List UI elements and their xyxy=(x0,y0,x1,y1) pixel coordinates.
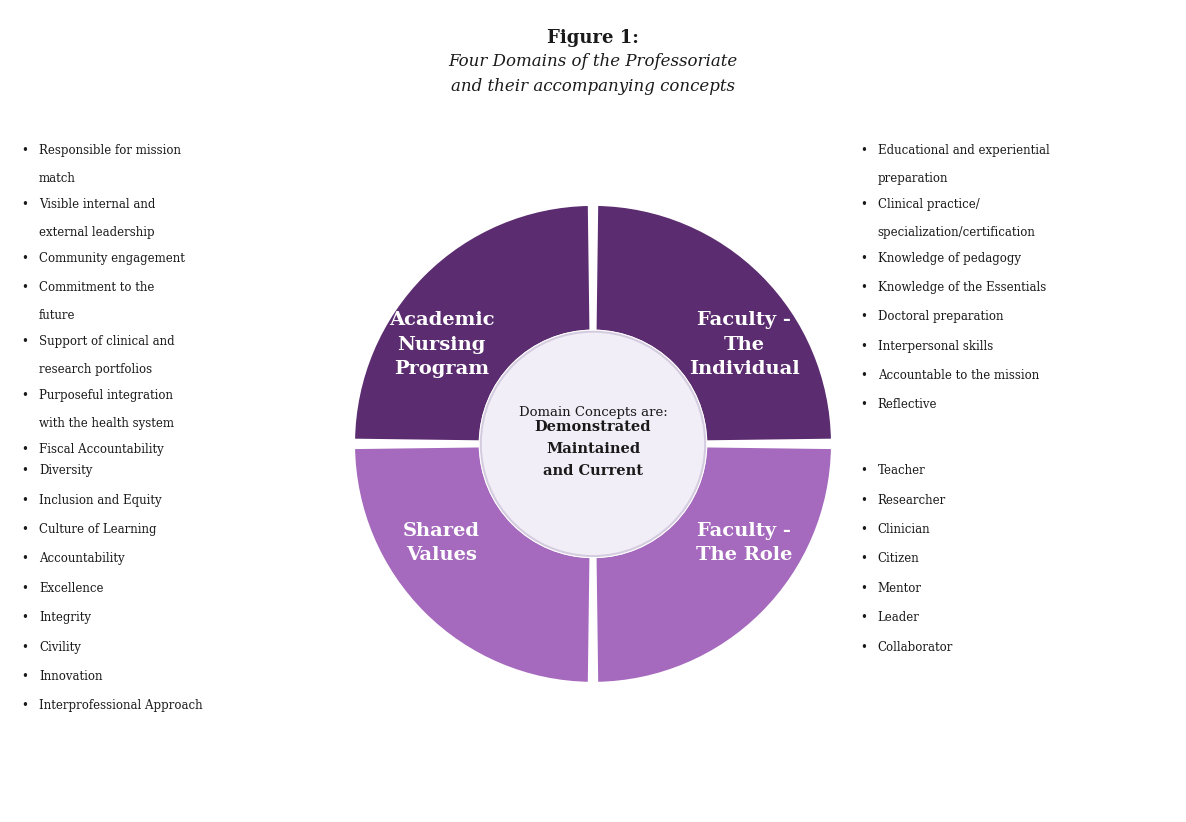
Text: Domain Concepts are:: Domain Concepts are: xyxy=(518,406,668,419)
Text: Demonstrated
Maintained
and Current: Demonstrated Maintained and Current xyxy=(535,420,651,478)
Text: •: • xyxy=(21,523,28,536)
Text: Support of clinical and: Support of clinical and xyxy=(39,335,174,348)
Text: Interpersonal skills: Interpersonal skills xyxy=(878,339,993,353)
Text: Reflective: Reflective xyxy=(878,399,937,412)
Text: Clinician: Clinician xyxy=(878,523,930,536)
Text: specialization/certification: specialization/certification xyxy=(878,226,1035,238)
Text: Accountability: Accountability xyxy=(39,552,125,566)
Text: Interprofessional Approach: Interprofessional Approach xyxy=(39,700,203,712)
Text: •: • xyxy=(21,335,28,348)
Text: •: • xyxy=(21,494,28,507)
Text: •: • xyxy=(860,464,867,478)
Text: Academic
Nursing
Program: Academic Nursing Program xyxy=(389,312,495,378)
Text: Citizen: Citizen xyxy=(878,552,919,566)
Wedge shape xyxy=(353,446,592,684)
Text: Knowledge of the Essentials: Knowledge of the Essentials xyxy=(878,281,1046,294)
Wedge shape xyxy=(594,204,833,442)
Text: •: • xyxy=(21,464,28,478)
Circle shape xyxy=(480,332,706,556)
Text: Teacher: Teacher xyxy=(878,464,925,478)
Text: Fiscal Accountability: Fiscal Accountability xyxy=(39,443,164,456)
Text: Innovation: Innovation xyxy=(39,670,103,683)
Text: Shared
Values: Shared Values xyxy=(403,522,480,564)
Text: Visible internal and: Visible internal and xyxy=(39,198,155,210)
Text: •: • xyxy=(860,339,867,353)
Text: Culture of Learning: Culture of Learning xyxy=(39,523,157,536)
Wedge shape xyxy=(353,204,592,442)
Text: Clinical practice/: Clinical practice/ xyxy=(878,198,980,210)
Text: Responsible for mission: Responsible for mission xyxy=(39,144,181,157)
Text: •: • xyxy=(860,552,867,566)
Text: Figure 1:: Figure 1: xyxy=(547,29,639,47)
Text: •: • xyxy=(860,144,867,157)
Text: •: • xyxy=(860,640,867,653)
Text: •: • xyxy=(21,670,28,683)
Text: •: • xyxy=(21,252,28,265)
Text: with the health system: with the health system xyxy=(39,417,174,430)
Wedge shape xyxy=(594,446,833,684)
Text: Educational and experiential: Educational and experiential xyxy=(878,144,1050,157)
Circle shape xyxy=(479,330,707,557)
Text: •: • xyxy=(860,281,867,294)
Text: •: • xyxy=(860,198,867,210)
Text: external leadership: external leadership xyxy=(39,226,154,238)
Text: and their accompanying concepts: and their accompanying concepts xyxy=(451,78,735,95)
Text: Doctoral preparation: Doctoral preparation xyxy=(878,311,1003,323)
Text: Inclusion and Equity: Inclusion and Equity xyxy=(39,494,161,507)
Text: Integrity: Integrity xyxy=(39,611,91,624)
Text: •: • xyxy=(860,369,867,382)
Text: •: • xyxy=(860,399,867,412)
Text: Commitment to the: Commitment to the xyxy=(39,281,154,294)
Text: •: • xyxy=(860,582,867,595)
Text: •: • xyxy=(21,640,28,653)
Text: Civility: Civility xyxy=(39,640,81,653)
Text: Four Domains of the Professoriate: Four Domains of the Professoriate xyxy=(448,53,738,71)
Text: Diversity: Diversity xyxy=(39,464,93,478)
Text: •: • xyxy=(860,523,867,536)
Text: •: • xyxy=(21,552,28,566)
Text: •: • xyxy=(21,582,28,595)
Text: research portfolios: research portfolios xyxy=(39,363,152,376)
Text: •: • xyxy=(21,443,28,456)
Text: •: • xyxy=(21,700,28,712)
Text: match: match xyxy=(39,172,76,185)
Text: •: • xyxy=(860,611,867,624)
Text: Excellence: Excellence xyxy=(39,582,103,595)
Text: Accountable to the mission: Accountable to the mission xyxy=(878,369,1039,382)
Text: •: • xyxy=(21,198,28,210)
Text: future: future xyxy=(39,309,76,322)
Text: •: • xyxy=(21,389,28,402)
Text: •: • xyxy=(860,494,867,507)
Text: Researcher: Researcher xyxy=(878,494,946,507)
Text: •: • xyxy=(860,252,867,265)
Text: •: • xyxy=(21,144,28,157)
Text: Purposeful integration: Purposeful integration xyxy=(39,389,173,402)
Text: •: • xyxy=(860,311,867,323)
Text: Leader: Leader xyxy=(878,611,919,624)
Text: Knowledge of pedagogy: Knowledge of pedagogy xyxy=(878,252,1021,265)
Text: Faculty -
The Role: Faculty - The Role xyxy=(696,522,792,564)
Text: Collaborator: Collaborator xyxy=(878,640,954,653)
Text: Community engagement: Community engagement xyxy=(39,252,185,265)
Text: preparation: preparation xyxy=(878,172,948,185)
Text: Mentor: Mentor xyxy=(878,582,922,595)
Text: •: • xyxy=(21,611,28,624)
Text: Faculty -
The
Individual: Faculty - The Individual xyxy=(689,312,799,378)
Text: •: • xyxy=(21,281,28,294)
